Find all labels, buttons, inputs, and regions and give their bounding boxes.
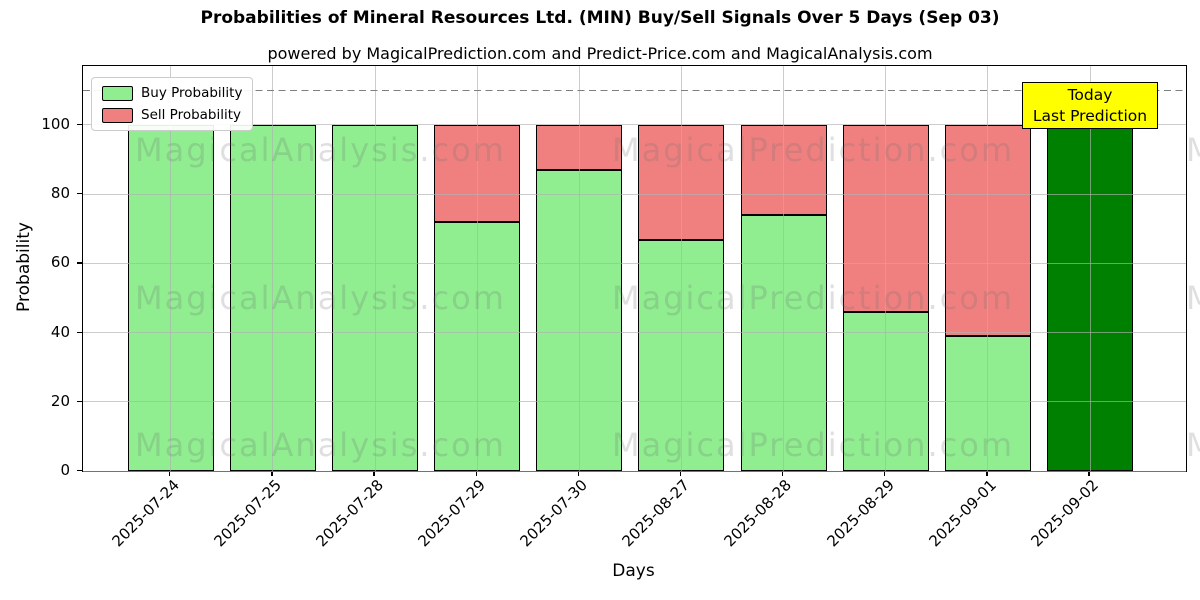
watermark-text: MagicalAnalysis.com: [1186, 426, 1200, 464]
v-gridline: [680, 66, 682, 471]
x-tick-label: 2025-08-29: [823, 476, 898, 551]
y-tick-label: 0: [60, 461, 70, 479]
x-tick: [679, 471, 682, 476]
y-tick-label: 60: [50, 253, 70, 272]
x-tick-label: 2025-07-25: [210, 476, 285, 551]
today-annotation: Today Last Prediction: [1022, 82, 1158, 129]
legend-item-sell: Sell Probability: [102, 107, 242, 123]
y-tick-label: 80: [50, 184, 70, 203]
h-gridline: [83, 470, 1186, 472]
y-tick-label: 20: [50, 391, 70, 410]
v-gridline: [578, 66, 580, 471]
v-gridline: [170, 66, 172, 471]
y-tick-label: 40: [50, 322, 70, 341]
buy-swatch-icon: [102, 85, 133, 101]
y-tick: [77, 331, 82, 333]
x-tick-label: 2025-07-28: [312, 476, 387, 551]
x-tick: [373, 471, 375, 476]
v-gridline: [987, 66, 989, 471]
chart-title: Probabilities of Mineral Resources Ltd. …: [200, 8, 1000, 28]
watermark-text: MagicalAnalysis.com: [1186, 131, 1200, 169]
x-tick: [169, 471, 171, 476]
y-tick: [77, 470, 82, 472]
y-tick: [77, 123, 82, 126]
v-gridline: [272, 66, 274, 471]
x-tick: [1088, 471, 1090, 476]
x-tick-label: 2025-09-01: [925, 476, 1000, 551]
h-gridline: [83, 193, 1186, 195]
x-tick-label: 2025-07-24: [108, 476, 183, 551]
x-tick-label: 2025-07-30: [516, 476, 592, 551]
y-tick: [77, 400, 82, 403]
legend-buy-label: Buy Probability: [141, 85, 243, 101]
y-tick-label: 100: [41, 114, 70, 133]
y-tick: [77, 193, 82, 195]
today-annotation-line1: Today: [1067, 85, 1113, 104]
chart-subtitle: powered by MagicalPrediction.com and Pre…: [267, 44, 933, 63]
watermark-text: MagicalAnalysis.com: [1186, 279, 1200, 317]
sell-swatch-icon: [102, 107, 133, 123]
x-axis-label: Days: [612, 561, 655, 581]
v-gridline: [885, 66, 887, 471]
dashed-guide-line: [83, 89, 1186, 91]
x-tick: [577, 471, 579, 476]
legend: Buy Probability Sell Probability: [91, 77, 254, 131]
h-gridline: [83, 262, 1186, 264]
v-gridline: [1089, 66, 1091, 471]
today-annotation-line2: Last Prediction: [1032, 106, 1148, 125]
x-tick: [271, 471, 273, 476]
x-tick-label: 2025-08-28: [720, 476, 796, 551]
h-gridline: [83, 332, 1186, 334]
v-gridline: [374, 66, 376, 471]
x-tick-label: 2025-07-29: [414, 476, 489, 551]
plot-area: Buy Probability Sell Probability Today L…: [82, 65, 1187, 472]
v-gridline: [476, 66, 478, 471]
x-tick-label: 2025-08-27: [618, 476, 694, 551]
x-tick: [986, 471, 988, 476]
y-tick: [77, 262, 82, 264]
x-tick: [782, 471, 784, 476]
x-tick: [475, 471, 477, 476]
x-tick-label: 2025-09-02: [1027, 476, 1102, 551]
h-gridline: [83, 401, 1186, 403]
h-gridline: [83, 124, 1186, 126]
x-tick: [884, 471, 886, 476]
legend-sell-label: Sell Probability: [141, 107, 242, 123]
y-axis-label: Probability: [14, 222, 34, 312]
v-gridline: [783, 66, 785, 471]
legend-item-buy: Buy Probability: [102, 85, 242, 101]
